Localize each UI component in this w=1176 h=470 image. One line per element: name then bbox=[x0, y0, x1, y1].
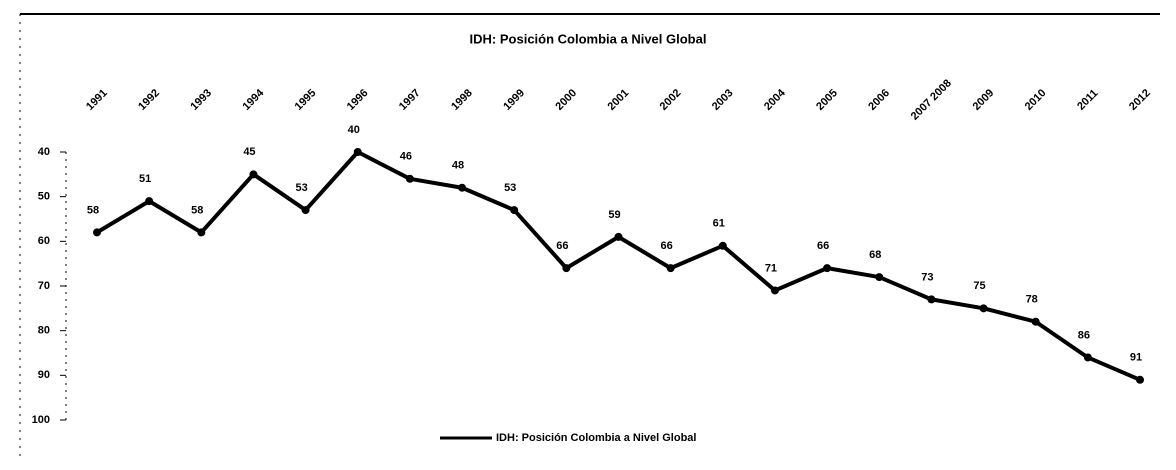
x-tick-label: 2010 bbox=[1023, 87, 1049, 113]
x-tick-label: 2005 bbox=[814, 87, 840, 113]
legend-label: IDH: Posición Colombia a Nivel Global bbox=[496, 432, 696, 444]
data-label: 91 bbox=[1130, 352, 1142, 364]
point bbox=[770, 286, 779, 295]
data-label: 48 bbox=[452, 160, 464, 172]
x-tick-label: 1991 bbox=[84, 87, 110, 113]
point bbox=[718, 241, 727, 250]
chart-title: IDH: Posición Colombia a Nivel Global bbox=[470, 31, 707, 46]
data-label: 78 bbox=[1026, 294, 1038, 306]
y-tick-label: 100 bbox=[32, 414, 50, 426]
point bbox=[562, 264, 571, 273]
x-tick-label: 1996 bbox=[345, 87, 371, 113]
data-label: 51 bbox=[139, 173, 151, 185]
point bbox=[249, 170, 258, 179]
y-tick-label: 50 bbox=[38, 191, 50, 203]
data-label: 66 bbox=[817, 240, 829, 252]
point bbox=[458, 183, 467, 192]
x-tick-label: 2009 bbox=[971, 87, 997, 113]
point bbox=[666, 264, 675, 273]
x-tick-label: 2000 bbox=[553, 87, 579, 113]
data-label: 46 bbox=[400, 151, 412, 163]
point bbox=[1083, 353, 1092, 362]
data-label: 61 bbox=[713, 218, 725, 230]
x-tick-label: 1994 bbox=[240, 86, 266, 112]
point bbox=[823, 264, 832, 273]
point bbox=[875, 273, 884, 282]
data-label: 73 bbox=[921, 271, 933, 283]
data-label: 86 bbox=[1078, 329, 1090, 341]
data-label: 58 bbox=[87, 204, 99, 216]
data-label: 58 bbox=[191, 204, 203, 216]
y-tick-label: 60 bbox=[38, 235, 50, 247]
y-tick-label: 70 bbox=[38, 280, 50, 292]
point bbox=[510, 206, 519, 215]
y-tick-label: 90 bbox=[38, 369, 50, 381]
data-label: 75 bbox=[973, 280, 985, 292]
x-tick-label: 1997 bbox=[397, 87, 423, 113]
data-label: 71 bbox=[765, 262, 777, 274]
data-label: 66 bbox=[556, 240, 568, 252]
point bbox=[1136, 375, 1144, 384]
series-line bbox=[95, 150, 1141, 382]
data-label: 40 bbox=[348, 124, 360, 136]
x-tick-label: 2002 bbox=[658, 87, 684, 113]
y-tick-label: 80 bbox=[38, 325, 50, 337]
data-label: 59 bbox=[608, 209, 620, 221]
x-tick-label: 1993 bbox=[188, 87, 214, 113]
point bbox=[614, 232, 623, 241]
x-tick-label: 2001 bbox=[606, 87, 632, 113]
x-tick-label: 2012 bbox=[1127, 87, 1153, 113]
data-label: 53 bbox=[295, 182, 307, 194]
y-tick-label: 40 bbox=[38, 146, 50, 158]
x-tick-label: 1992 bbox=[136, 87, 162, 113]
point bbox=[979, 304, 988, 313]
x-tick-label: 1995 bbox=[293, 87, 319, 113]
x-tick-label: 2007 2008 bbox=[909, 77, 954, 122]
point bbox=[353, 148, 362, 156]
point bbox=[1031, 317, 1040, 326]
data-label: 68 bbox=[869, 249, 881, 261]
x-tick-label: 1999 bbox=[501, 87, 527, 113]
point bbox=[405, 174, 414, 183]
point bbox=[301, 206, 310, 215]
x-tick-label: 2011 bbox=[1075, 87, 1100, 112]
point bbox=[197, 228, 206, 237]
point bbox=[145, 197, 154, 206]
x-tick-label: 2006 bbox=[866, 87, 892, 113]
data-label: 45 bbox=[243, 146, 255, 158]
x-tick-label: 2004 bbox=[762, 86, 788, 112]
point bbox=[927, 295, 936, 304]
point bbox=[93, 228, 101, 237]
x-tick-label: 1998 bbox=[449, 87, 475, 113]
data-label: 53 bbox=[504, 182, 516, 194]
data-label: 66 bbox=[661, 240, 673, 252]
x-tick-label: 2003 bbox=[710, 87, 736, 113]
